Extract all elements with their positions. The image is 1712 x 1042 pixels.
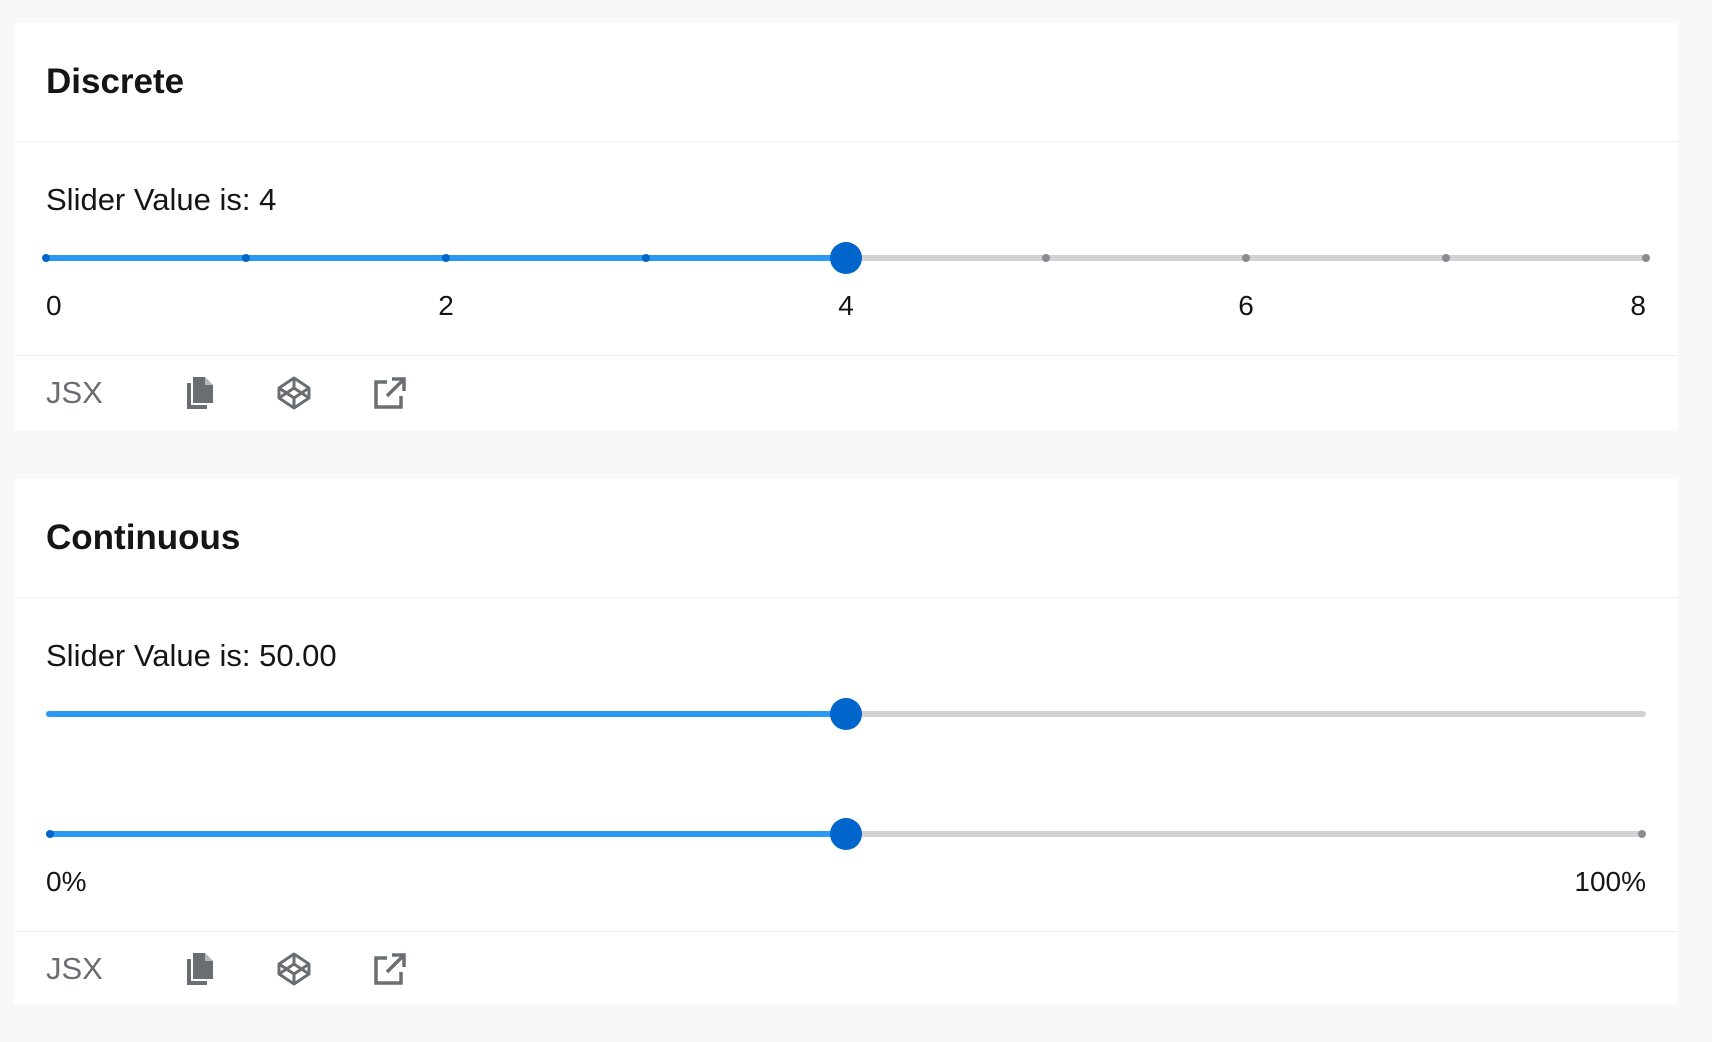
discrete-card: Discrete Slider Value is: 4 0 2 4 6 8 JSX (14, 23, 1678, 430)
discrete-footer-divider (14, 355, 1678, 356)
discrete-slider-tick[interactable] (1442, 254, 1450, 262)
external-link-icon[interactable] (358, 356, 422, 429)
codepen-icon[interactable] (262, 356, 326, 429)
discrete-tick-label: 2 (438, 290, 454, 321)
continuous-percent-slider-fill (46, 831, 846, 837)
copy-icon[interactable] (167, 932, 231, 1005)
discrete-slider[interactable] (42, 242, 1650, 274)
continuous-slider-fill (46, 711, 846, 717)
range-label-min: 0% (46, 866, 87, 897)
continuous-slider-thumb[interactable] (830, 698, 862, 730)
discrete-slider-tick[interactable] (442, 254, 450, 262)
discrete-tick-label: 6 (1238, 290, 1254, 321)
discrete-slider-tick[interactable] (1042, 254, 1050, 262)
discrete-header-divider (14, 141, 1678, 142)
slider-end-dot (1638, 830, 1646, 838)
continuous-footer-divider (14, 931, 1678, 932)
continuous-value-label: Slider Value is: 50.00 (46, 638, 337, 673)
discrete-slider-tick[interactable] (42, 254, 50, 262)
continuous-code-toolbar: JSX (14, 932, 1678, 1005)
discrete-slider-tick[interactable] (1242, 254, 1250, 262)
discrete-tick-label: 0 (46, 290, 62, 321)
discrete-slider-tick[interactable] (642, 254, 650, 262)
continuous-range-labels: 0% 100% (46, 866, 1646, 902)
discrete-slider-tick[interactable] (1642, 254, 1650, 262)
discrete-tick-labels: 0 2 4 6 8 (46, 290, 1646, 326)
slider-start-dot (46, 830, 54, 838)
external-link-icon[interactable] (358, 932, 422, 1005)
discrete-value-label: Slider Value is: 4 (46, 182, 277, 217)
copy-icon[interactable] (167, 356, 231, 429)
continuous-title: Continuous (46, 518, 241, 557)
discrete-tick-label: 8 (1630, 290, 1646, 321)
continuous-header-divider (14, 597, 1678, 598)
jsx-toggle-button[interactable]: JSX (46, 950, 103, 986)
range-label-max: 100% (1574, 866, 1646, 897)
continuous-slider[interactable] (46, 698, 1646, 730)
discrete-slider-thumb[interactable] (830, 242, 862, 274)
discrete-slider-tick[interactable] (242, 254, 250, 262)
continuous-percent-slider[interactable] (46, 818, 1646, 850)
codepen-icon[interactable] (262, 932, 326, 1005)
continuous-card: Continuous Slider Value is: 50.00 0% 100… (14, 479, 1678, 1004)
discrete-title: Discrete (46, 62, 185, 101)
discrete-code-toolbar: JSX (14, 356, 1678, 429)
discrete-tick-label: 4 (838, 290, 854, 321)
jsx-toggle-button[interactable]: JSX (46, 374, 103, 410)
continuous-percent-slider-thumb[interactable] (830, 818, 862, 850)
